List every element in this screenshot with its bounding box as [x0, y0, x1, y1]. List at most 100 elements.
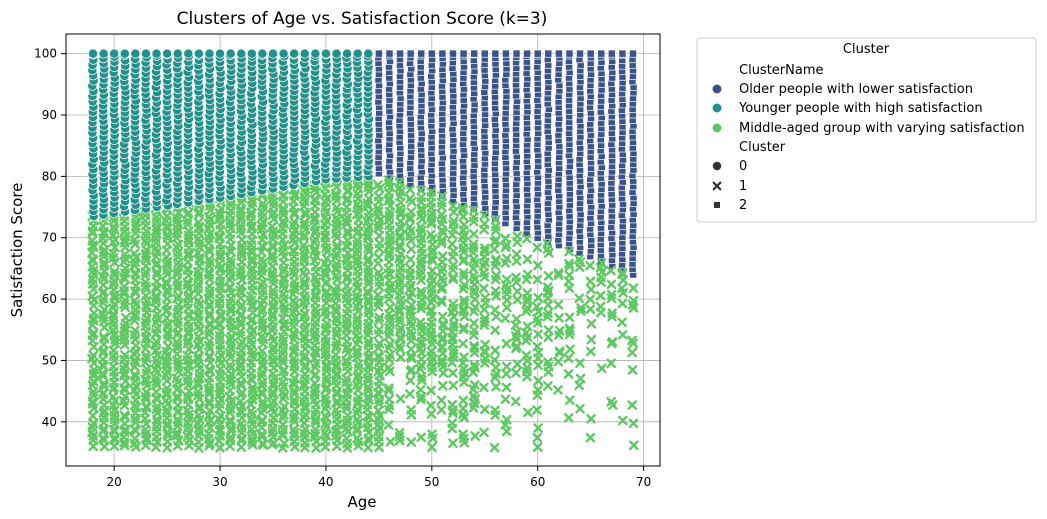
scatter-point-cluster-1 [469, 325, 479, 336]
scatter-point-cluster-1 [459, 322, 469, 333]
scatter-point-cluster-1 [574, 293, 585, 304]
scatter-point-cluster-1 [352, 425, 362, 436]
scatter-point-cluster-1 [415, 384, 426, 395]
scatter-point-cluster-1 [585, 260, 595, 271]
scatter-point-cluster-1 [257, 389, 268, 399]
x-tick-label: 70 [636, 475, 651, 489]
scatter-point-cluster-1 [426, 305, 436, 315]
scatter-point-cluster-1 [405, 375, 416, 386]
scatter-point-cluster-1 [406, 364, 417, 375]
scatter-point-cluster-1 [563, 369, 574, 379]
scatter-point-cluster-1 [479, 382, 489, 393]
scatter-point-cluster-1 [458, 403, 468, 414]
scatter-point-cluster-1 [469, 205, 479, 215]
scatter-point-cluster-0 [352, 48, 363, 59]
scatter-point-cluster-1 [205, 318, 215, 329]
x-axis-label: Age [347, 493, 376, 511]
scatter-point-cluster-1 [489, 244, 500, 254]
legend-color-swatch [711, 122, 723, 134]
legend-hue-title: ClusterName [739, 63, 824, 78]
scatter-point-cluster-1 [298, 240, 309, 251]
scatter-point-cluster-1 [628, 418, 639, 429]
scatter-point-cluster-1 [257, 415, 268, 425]
scatter-point-cluster-1 [406, 300, 417, 310]
scatter-point-cluster-1 [500, 233, 511, 244]
scatter-point-cluster-1 [405, 389, 415, 399]
scatter-point-cluster-1 [89, 308, 99, 318]
scatter-point-cluster-1 [565, 395, 575, 405]
scatter-point-cluster-1 [627, 400, 638, 410]
scatter-point-cluster-0 [140, 48, 151, 59]
scatter-point-cluster-1 [321, 286, 332, 297]
scatter-point-cluster-1 [300, 210, 311, 220]
scatter-point-cluster-1 [300, 350, 310, 361]
scatter-point-cluster-1 [183, 329, 194, 340]
y-tick-label: 60 [42, 292, 57, 306]
scatter-point-cluster-1 [362, 233, 373, 244]
scatter-point-cluster-1 [512, 359, 523, 369]
scatter-point-cluster-2 [597, 49, 606, 58]
scatter-point-cluster-1 [490, 286, 501, 296]
scatter-point-cluster-1 [447, 239, 457, 249]
scatter-point-cluster-1 [204, 269, 214, 280]
scatter-point-cluster-1 [628, 295, 639, 306]
scatter-point-cluster-0 [162, 48, 173, 59]
scatter-point-cluster-1 [404, 222, 415, 232]
scatter-point-cluster-1 [406, 437, 417, 447]
scatter-point-cluster-1 [469, 341, 479, 351]
scatter-point-cluster-0 [119, 48, 130, 59]
scatter-point-cluster-1 [352, 348, 362, 359]
legend-frame [696, 37, 1037, 223]
scatter-point-cluster-1 [278, 419, 288, 430]
scatter-point-cluster-1 [468, 271, 479, 281]
scatter-point-cluster-1 [364, 194, 374, 204]
scatter-point-cluster-1 [374, 312, 385, 323]
scatter-point-cluster-1 [501, 382, 512, 393]
scatter-point-cluster-2 [374, 49, 383, 58]
scatter-point-cluster-1 [512, 294, 523, 305]
scatter-point-cluster-1 [436, 395, 447, 406]
scatter-point-cluster-2 [491, 49, 500, 58]
scatter-point-cluster-1 [383, 383, 394, 394]
scatter-point-cluster-1 [543, 381, 553, 391]
scatter-point-cluster-1 [311, 283, 321, 294]
scatter-point-cluster-1 [415, 317, 426, 328]
y-tick-label: 70 [42, 231, 57, 245]
scatter-point-cluster-0 [130, 48, 141, 59]
scatter-point-cluster-1 [437, 191, 447, 202]
scatter-point-cluster-1 [469, 318, 479, 328]
scatter-point-cluster-1 [88, 315, 99, 326]
scatter-point-cluster-1 [522, 254, 533, 265]
scatter-point-cluster-1 [426, 346, 437, 357]
scatter-point-cluster-1 [501, 414, 512, 425]
scatter-point-cluster-1 [119, 289, 129, 299]
scatter-point-cluster-1 [152, 401, 163, 412]
scatter-point-cluster-1 [490, 345, 501, 356]
scatter-point-cluster-1 [374, 324, 384, 335]
scatter-point-cluster-1 [479, 404, 490, 415]
scatter-point-cluster-1 [564, 258, 574, 269]
scatter-point-cluster-1 [448, 438, 458, 449]
scatter-point-cluster-1 [627, 347, 638, 358]
scatter-point-cluster-1 [204, 281, 215, 292]
scatter-point-cluster-0 [151, 48, 162, 59]
scatter-point-cluster-1 [299, 232, 309, 243]
scatter-point-cluster-1 [436, 295, 447, 305]
scatter-point-cluster-1 [458, 306, 469, 317]
scatter-point-cluster-0 [278, 48, 289, 59]
scatter-point-cluster-1 [109, 435, 120, 445]
scatter-point-cluster-1 [163, 341, 173, 352]
scatter-point-cluster-1 [362, 286, 373, 297]
scatter-point-cluster-2 [565, 49, 574, 58]
scatter-point-cluster-1 [225, 417, 236, 428]
scatter-point-cluster-1 [458, 338, 468, 349]
scatter-point-cluster-1 [385, 283, 396, 294]
scatter-point-cluster-1 [469, 380, 480, 390]
scatter-point-cluster-1 [501, 338, 512, 349]
scatter-point-cluster-1 [130, 325, 140, 336]
scatter-point-cluster-1 [119, 281, 130, 292]
scatter-point-cluster-1 [565, 344, 575, 355]
scatter-point-cluster-1 [606, 265, 616, 276]
scatter-point-cluster-1 [321, 253, 332, 264]
scatter-point-cluster-1 [585, 294, 595, 305]
